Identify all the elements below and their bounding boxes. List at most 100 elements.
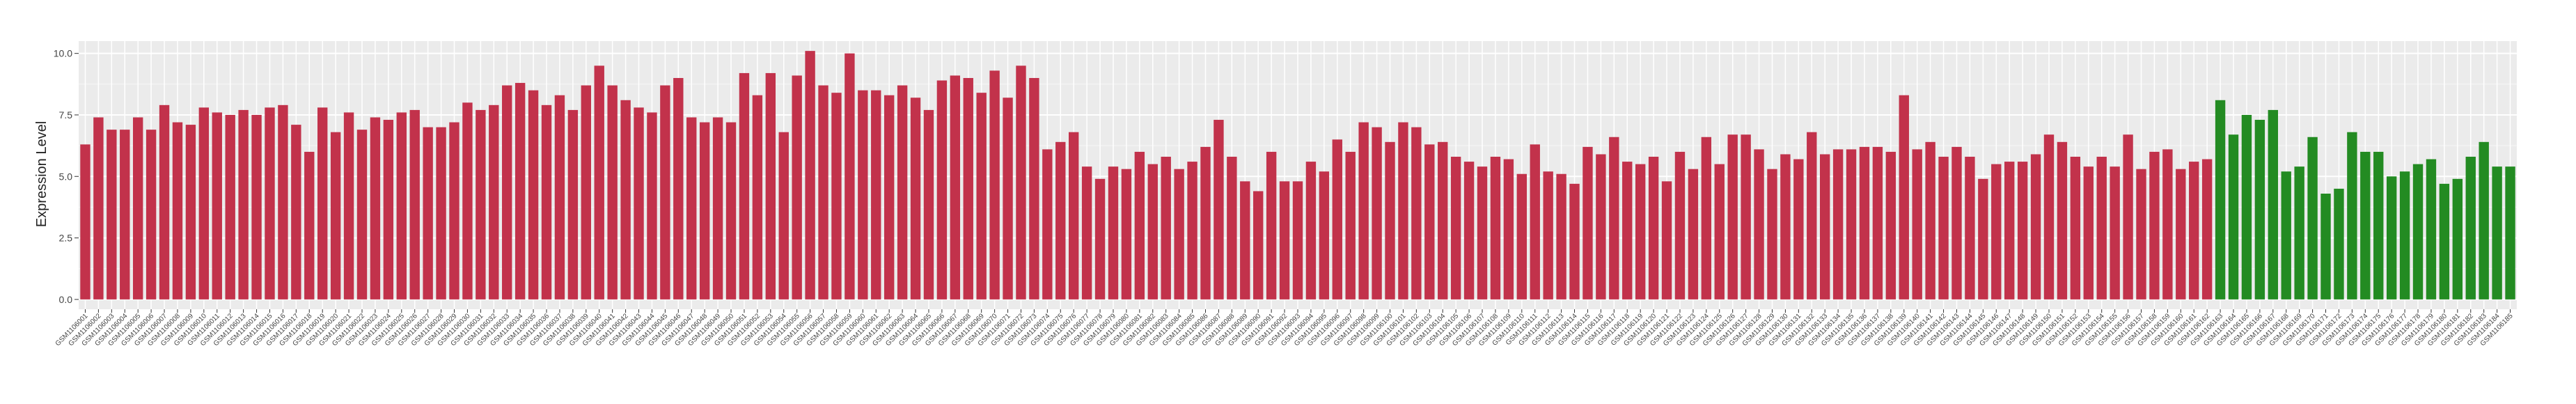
bar	[1965, 157, 1975, 300]
bar	[2439, 183, 2450, 300]
bar	[1912, 149, 1922, 300]
bar	[238, 109, 249, 300]
bar	[2294, 166, 2304, 300]
bar	[1240, 181, 1250, 300]
bar	[581, 85, 591, 300]
bar	[2149, 151, 2160, 300]
bar	[1424, 144, 1435, 300]
bar	[1463, 162, 1475, 300]
bar	[462, 102, 473, 300]
bar	[1227, 157, 1237, 300]
bar	[686, 117, 697, 300]
bar	[1305, 162, 1317, 300]
bar	[2110, 166, 2120, 300]
bar	[1793, 159, 1804, 300]
bar	[515, 83, 526, 300]
y-tick-label: 2.5	[59, 233, 73, 244]
bar	[1345, 151, 1356, 300]
bar	[502, 85, 512, 300]
bar	[2373, 151, 2384, 300]
bar	[1147, 164, 1158, 300]
bar	[1292, 181, 1303, 300]
bar	[278, 104, 288, 300]
bar	[1055, 141, 1066, 300]
bar	[1951, 146, 1962, 300]
bar	[541, 104, 552, 300]
bar	[1832, 149, 1844, 300]
bar	[936, 80, 948, 300]
bar	[634, 107, 644, 300]
bar	[1741, 134, 1751, 300]
bar	[778, 132, 789, 300]
bar	[1358, 122, 1369, 300]
bar	[146, 130, 157, 300]
bar	[897, 85, 908, 300]
bar	[1029, 77, 1039, 300]
bar	[1187, 162, 1197, 300]
bar	[1688, 169, 1699, 300]
bar	[2136, 169, 2146, 300]
y-axis-label: Expression Level	[34, 121, 49, 227]
bar	[1477, 166, 1488, 300]
bar	[1398, 122, 1408, 300]
bar	[2399, 171, 2410, 300]
bar	[1438, 141, 1448, 300]
bar	[1991, 164, 2002, 300]
bar	[120, 130, 130, 300]
bar	[1938, 157, 1949, 300]
y-tick-label: 0.0	[59, 294, 73, 305]
bar	[1516, 173, 1527, 300]
bar	[1885, 151, 1896, 300]
bar	[1108, 166, 1119, 300]
bar	[225, 114, 235, 300]
bar	[2465, 157, 2476, 300]
bar	[845, 53, 855, 300]
bar	[699, 122, 710, 300]
bar	[883, 95, 895, 300]
bar	[1332, 139, 1342, 300]
bar	[2070, 157, 2081, 300]
bar	[1819, 154, 1830, 300]
bar	[752, 95, 763, 300]
bar	[2360, 151, 2371, 300]
bar	[2268, 109, 2278, 300]
bar	[449, 122, 460, 300]
bar	[792, 75, 802, 300]
bar	[1411, 127, 1422, 300]
bar	[673, 77, 684, 300]
bar	[132, 117, 143, 300]
bar	[1701, 137, 1712, 300]
bar	[1556, 173, 1566, 300]
bar	[1582, 146, 1593, 300]
bar	[594, 65, 604, 300]
bar	[1609, 137, 1619, 300]
bar	[1754, 149, 1764, 300]
bar	[1266, 151, 1277, 300]
bar	[1490, 157, 1501, 300]
bar	[2123, 134, 2133, 300]
bar	[383, 120, 394, 300]
y-tick-label: 10.0	[54, 48, 72, 59]
bar	[871, 90, 881, 300]
y-tick-label: 5.0	[59, 171, 73, 182]
bar	[1674, 151, 1686, 300]
bar	[2189, 162, 2199, 300]
bar	[1978, 178, 1988, 300]
bar	[1859, 146, 1870, 300]
bar	[1174, 169, 1184, 300]
bar	[370, 117, 381, 300]
bar	[1503, 159, 1514, 300]
bar	[396, 112, 407, 300]
bar	[1661, 181, 1672, 300]
bar	[1121, 169, 1132, 300]
bar	[1767, 169, 1777, 300]
bar	[159, 104, 170, 300]
bar	[1622, 162, 1633, 300]
bar	[251, 114, 262, 300]
bar	[1253, 191, 1264, 300]
bar	[712, 117, 723, 300]
bar	[976, 93, 987, 300]
bar	[1279, 181, 1290, 300]
bar	[2017, 162, 2028, 300]
